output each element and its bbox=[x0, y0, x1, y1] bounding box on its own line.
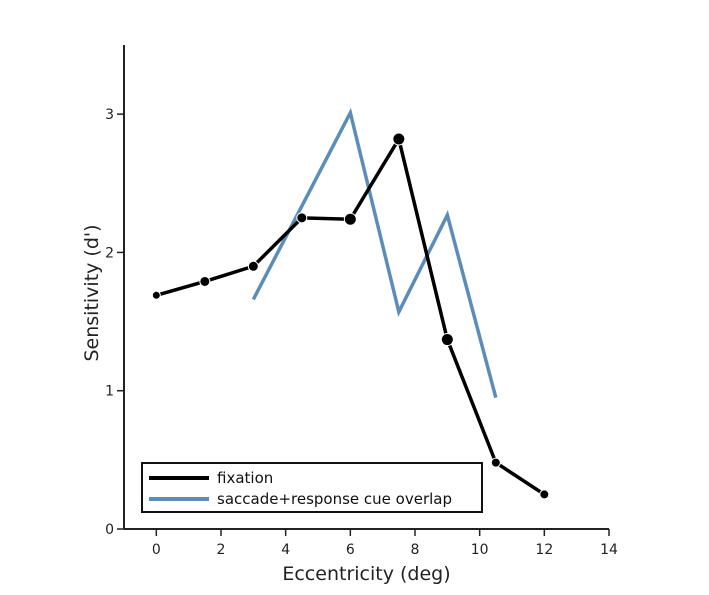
data-point bbox=[343, 212, 357, 226]
data-point bbox=[296, 212, 308, 224]
x-tick-label: 10 bbox=[471, 542, 489, 558]
x-tick-label: 4 bbox=[281, 542, 290, 558]
data-point bbox=[199, 275, 211, 287]
x-tick-label: 14 bbox=[600, 542, 618, 558]
x-tick-label: 12 bbox=[535, 542, 553, 558]
series-line-saccade bbox=[251, 107, 498, 399]
legend: fixation saccade+response cue overlap bbox=[141, 462, 483, 513]
data-point bbox=[151, 290, 161, 300]
data-point bbox=[440, 333, 454, 347]
y-axis-label: Sensitivity (d') bbox=[81, 224, 103, 361]
data-point bbox=[539, 489, 550, 500]
series-line-fixation bbox=[155, 134, 546, 496]
y-tick-label: 2 bbox=[105, 245, 114, 261]
x-axis-label: Eccentricity (deg) bbox=[282, 563, 450, 585]
legend-box bbox=[141, 462, 483, 513]
y-tick-label: 1 bbox=[105, 384, 114, 400]
legend-label: fixation bbox=[217, 469, 273, 487]
data-point bbox=[490, 457, 501, 468]
data-point bbox=[392, 132, 406, 146]
x-tick-label: 2 bbox=[217, 542, 226, 558]
x-tick-label: 0 bbox=[152, 542, 161, 558]
x-tick-label: 6 bbox=[346, 542, 355, 558]
y-tick-label: 3 bbox=[105, 107, 114, 123]
data-point bbox=[247, 260, 259, 272]
x-tick-label: 8 bbox=[411, 542, 420, 558]
legend-label: saccade+response cue overlap bbox=[217, 490, 452, 508]
y-tick-label: 0 bbox=[105, 522, 114, 538]
series-layer bbox=[151, 107, 550, 500]
